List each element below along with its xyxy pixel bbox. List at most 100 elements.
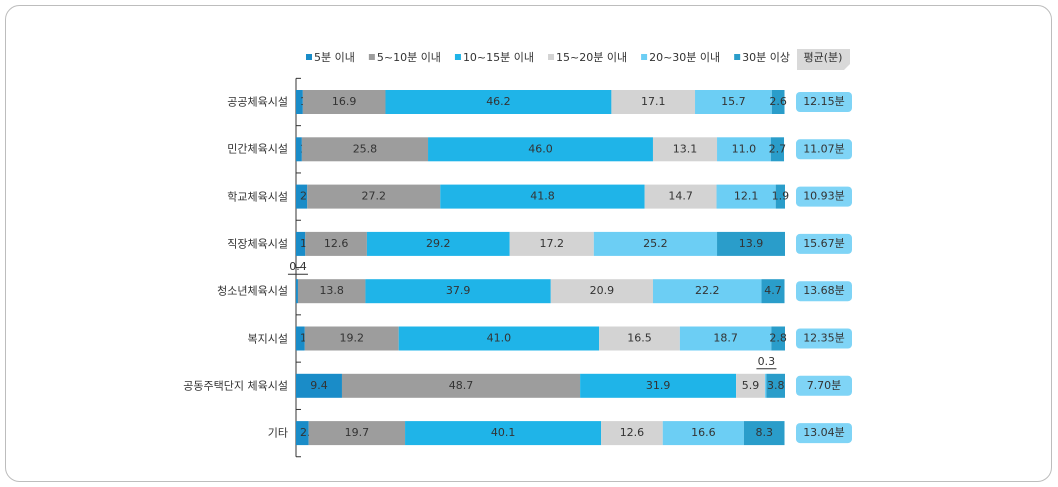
bar-segment	[695, 90, 772, 114]
bar-segment	[580, 373, 737, 398]
bar-segment	[593, 231, 718, 256]
average-header: 평균(분)	[804, 51, 843, 64]
bar-segment	[366, 231, 510, 256]
data-label: 37.9	[446, 284, 471, 297]
average-box	[796, 139, 852, 160]
data-label: 48.7	[449, 379, 474, 392]
data-label: 4.7	[764, 284, 782, 297]
bar-segment	[365, 279, 551, 304]
bar-segment	[405, 421, 602, 446]
bar-segment	[771, 326, 785, 351]
bar-segment	[770, 137, 785, 162]
average-box	[796, 423, 852, 444]
bar-segment	[296, 137, 302, 162]
bar-segment	[599, 326, 680, 351]
bar-segment	[296, 421, 309, 446]
legend-label: 10~15분 이내	[463, 51, 534, 64]
legend-label: 5~10분 이내	[377, 51, 441, 64]
legend-label: 20~30분 이내	[649, 51, 720, 64]
category-label: 공공체육시설	[227, 95, 288, 109]
data-label: 19.2	[339, 332, 364, 345]
average-box	[796, 375, 852, 396]
data-label: 3.8	[767, 379, 785, 392]
data-label: 12.6	[324, 237, 349, 250]
data-label: 14.7	[668, 190, 693, 203]
bar-segment	[428, 137, 653, 162]
average-label: 15.67분	[803, 237, 845, 250]
data-label: 9.4	[310, 379, 328, 392]
bar-segment	[761, 279, 785, 304]
bar-segment	[296, 184, 308, 209]
bar-segment	[304, 326, 399, 351]
average-label: 11.07분	[803, 142, 845, 155]
category-label: 학교체육시설	[227, 190, 288, 204]
data-label: 19.7	[345, 426, 370, 439]
average-box	[796, 233, 852, 254]
bar-segment	[385, 90, 612, 114]
bar-segment	[305, 231, 367, 256]
bar-segment	[771, 90, 785, 114]
bar-segment	[601, 421, 663, 446]
category-label: 민간체육시설	[227, 142, 288, 156]
data-label: 29.2	[426, 237, 451, 250]
bar-segment	[398, 326, 600, 351]
bar-segment	[716, 184, 776, 209]
data-label: 16.5	[627, 332, 652, 345]
bar-segment	[736, 373, 765, 398]
data-label: 11.0	[732, 142, 757, 155]
category-label: 공동주택단지 체육시설	[183, 379, 288, 393]
bar-segment	[296, 373, 342, 398]
data-label: 25.2	[643, 237, 668, 250]
legend-label: 15~20분 이내	[556, 51, 627, 64]
bar-segment	[297, 279, 366, 304]
data-label: 40.1	[491, 426, 516, 439]
average-box	[796, 92, 852, 112]
bar-segment	[550, 279, 653, 304]
legend-label: 5분 이내	[314, 51, 355, 64]
data-label: 0.3	[758, 355, 776, 368]
bar-segment	[296, 326, 305, 351]
category-label: 복지시설	[247, 332, 288, 345]
data-label: 15.7	[721, 95, 746, 108]
legend-swatch	[548, 54, 555, 60]
bar-segment	[341, 373, 581, 398]
data-label: 2.7	[769, 142, 787, 155]
data-label: 46.2	[486, 95, 511, 108]
bar-segment	[509, 231, 594, 256]
bar-segment	[308, 421, 406, 446]
legend-swatch	[306, 54, 312, 60]
bar-segment	[662, 421, 744, 446]
bar-segment	[296, 90, 303, 114]
category-label: 직장체육시설	[227, 237, 288, 251]
bar-segment	[717, 137, 771, 162]
data-label: 13.1	[673, 142, 698, 155]
data-label: 16.9	[332, 95, 357, 108]
data-label: 8.3	[755, 426, 773, 439]
bar-segment	[652, 137, 718, 162]
data-label: 18.7	[713, 332, 738, 345]
bar-segment	[302, 90, 386, 114]
data-label: 17.2	[539, 237, 564, 250]
average-label: 12.15분	[803, 95, 845, 108]
data-label: 22.2	[695, 284, 720, 297]
average-label: 13.04분	[803, 426, 845, 439]
data-label: 2.6	[769, 95, 787, 108]
bar-segment	[644, 184, 717, 209]
data-label: 17.1	[641, 95, 666, 108]
data-label: 1.9	[772, 190, 790, 203]
data-label: 16.6	[691, 426, 716, 439]
data-label: 13.8	[319, 284, 344, 297]
data-label: 25.8	[353, 142, 378, 155]
bar-segment	[775, 184, 785, 209]
category-label: 기타	[267, 426, 288, 440]
category-label: 청소년체육시설	[217, 284, 288, 298]
data-label: 27.2	[362, 190, 387, 203]
bar-segment	[766, 373, 785, 398]
average-label: 7.70분	[807, 379, 842, 392]
data-label: 12.6	[620, 426, 645, 439]
legend-swatch	[734, 54, 741, 60]
average-label: 10.93분	[803, 190, 845, 203]
legend-swatch	[641, 54, 648, 60]
